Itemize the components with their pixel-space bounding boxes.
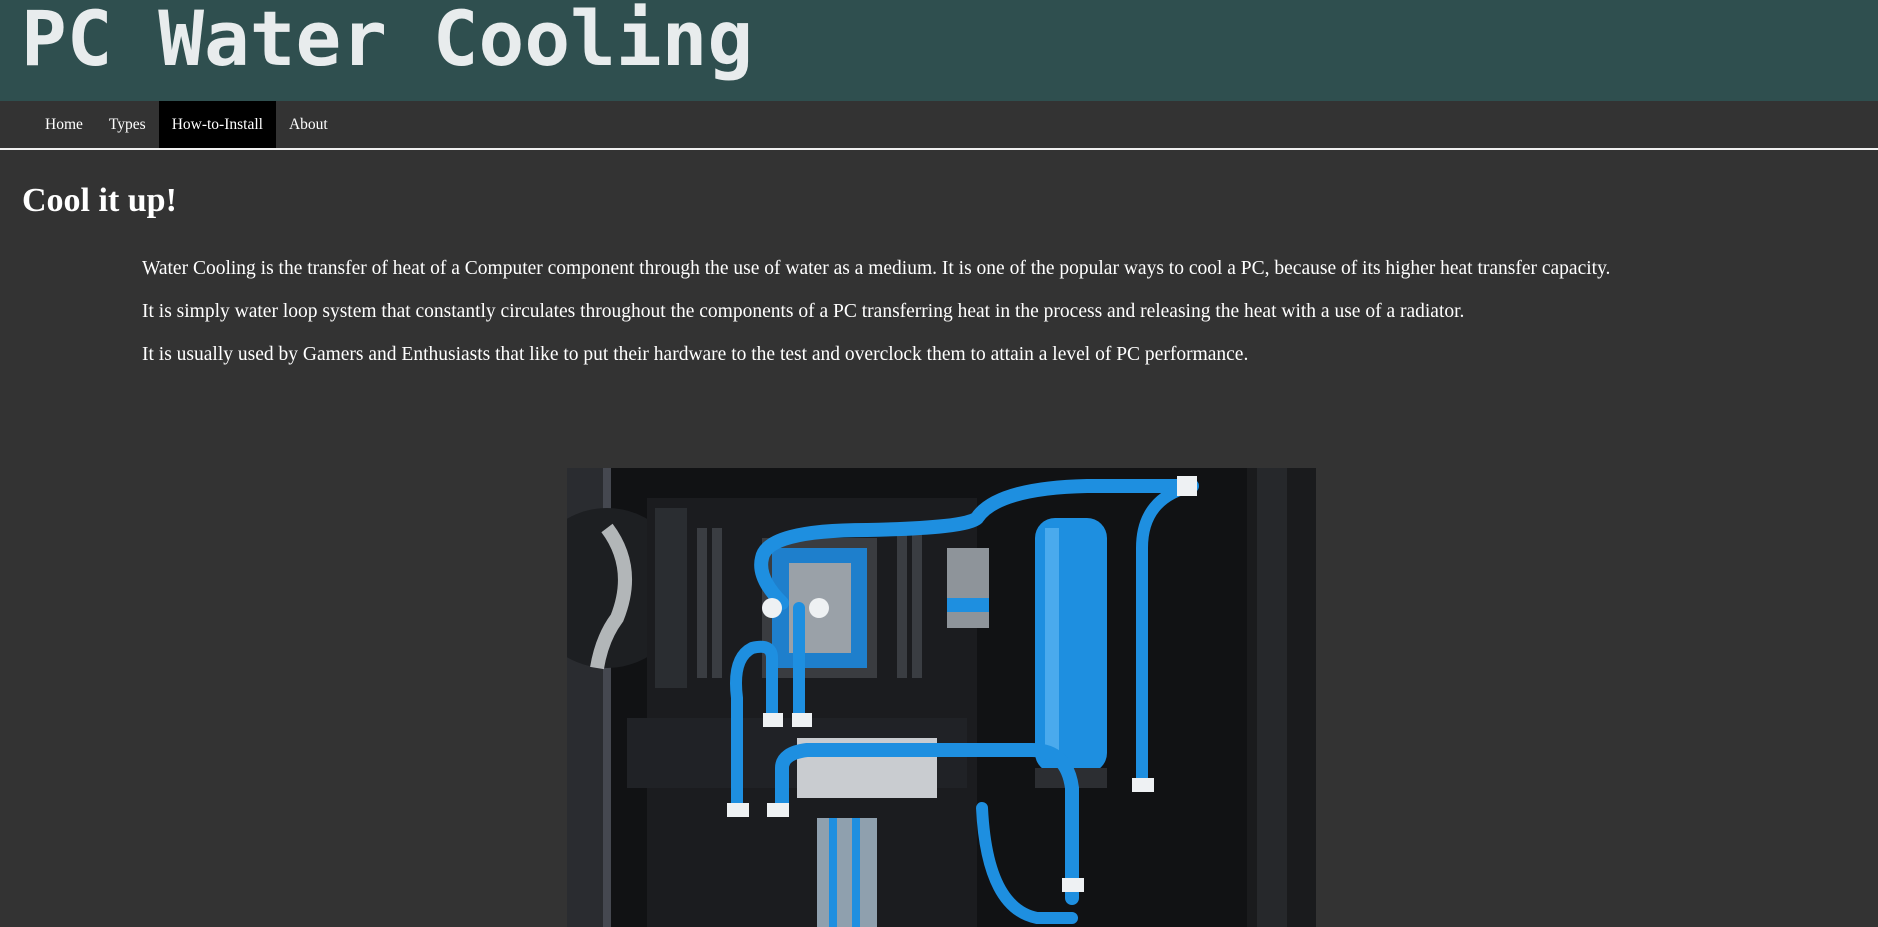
intro-paragraph: It is simply water loop system that cons… xyxy=(142,301,1465,322)
nav-item-how-to-install[interactable]: How-to-Install xyxy=(158,101,276,148)
page-heading: Cool it up! xyxy=(22,182,177,219)
water-cooled-pc-illustration xyxy=(567,468,1316,927)
intro-paragraph: It is usually used by Gamers and Enthusi… xyxy=(142,344,1249,365)
nav-item-about[interactable]: About xyxy=(288,115,328,133)
nav-list: Home Types How-to-Install About xyxy=(0,101,1878,148)
site-title: PC Water Cooling xyxy=(21,0,754,83)
site-header: PC Water Cooling xyxy=(0,0,1878,101)
intro-text: Water Cooling is the transfer of heat of… xyxy=(142,256,1842,385)
main-nav: Home Types How-to-Install About xyxy=(0,101,1878,150)
intro-paragraph: Water Cooling is the transfer of heat of… xyxy=(142,258,1611,279)
water-cooling-photo xyxy=(567,468,1316,927)
nav-item-home[interactable]: Home xyxy=(45,115,83,133)
nav-item-types[interactable]: Types xyxy=(108,115,146,133)
